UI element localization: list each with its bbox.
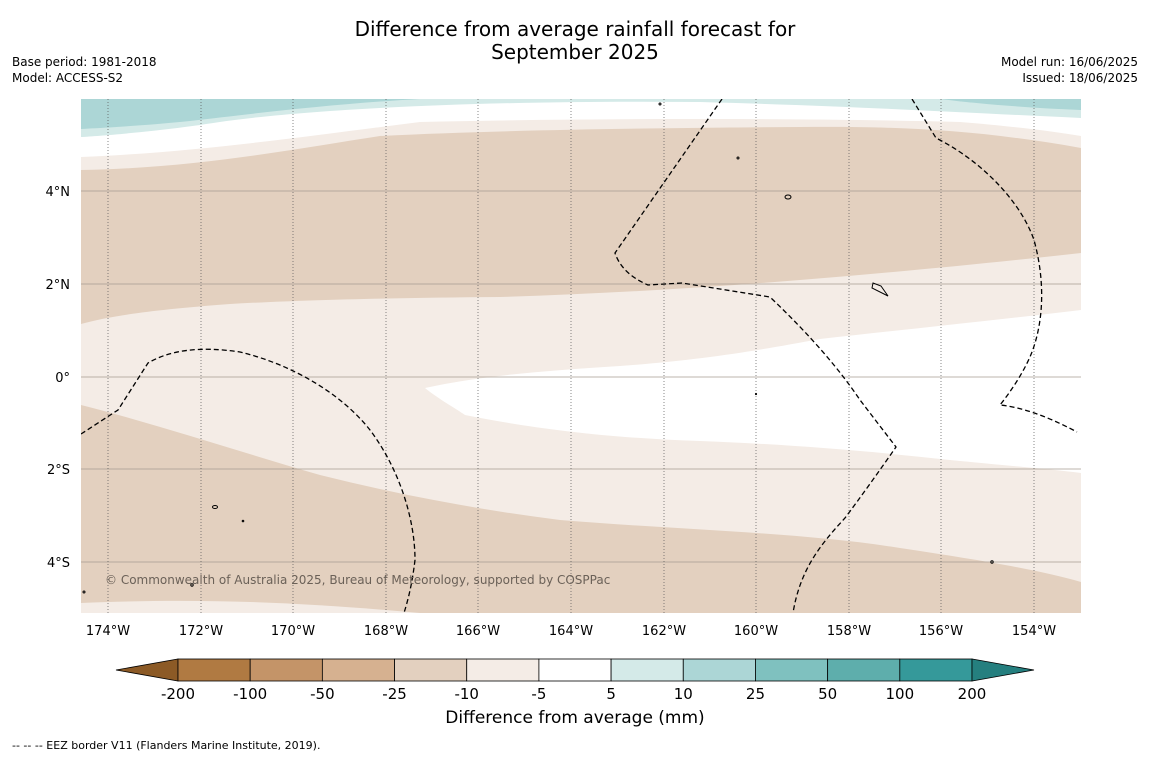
latitude-gridlines (81, 190, 1081, 563)
metadata-right: Model run: 16/06/2025 Issued: 18/06/2025 (1001, 54, 1138, 86)
colorbar-title: Difference from average (mm) (445, 708, 705, 728)
colorbar-tick-label: 100 (885, 685, 914, 703)
island (82, 590, 86, 594)
latitude-labels: 4°N 2°N 0° 2°S 4°S (46, 185, 71, 571)
lat-label: 2°N (46, 278, 71, 293)
colorbar-cell (682, 658, 756, 682)
colorbar-cell (466, 658, 540, 682)
colorbar-tick-label: 50 (818, 685, 837, 703)
colorbar-tick-label: -200 (161, 685, 195, 703)
model-label: Model: ACCESS-S2 (12, 71, 124, 85)
island (212, 505, 218, 509)
colorbar-tick-label: -5 (531, 685, 546, 703)
colorbar-tick-label: 10 (674, 685, 693, 703)
lat-label: 4°S (47, 556, 70, 571)
colorbar-cell (899, 658, 973, 682)
colorbar-cell (177, 658, 251, 682)
lon-label: 174°W (86, 624, 130, 639)
colorbar-cell (321, 658, 395, 682)
issued-label: Issued: 18/06/2025 (1022, 71, 1138, 85)
lon-label: 162°W (642, 624, 686, 639)
eez-border-west (81, 348, 416, 613)
metadata-left: Base period: 1981-2018 Model: ACCESS-S2 (12, 54, 157, 86)
map-title: Difference from average rainfall forecas… (0, 18, 1150, 64)
colorbar-cells (177, 658, 973, 682)
lon-label: 170°W (271, 624, 315, 639)
island (754, 392, 758, 396)
colorbar-cell (610, 658, 684, 682)
colorbar-tick-label: -25 (382, 685, 407, 703)
colorbar-extend-low (115, 658, 179, 682)
lon-label: 164°W (549, 624, 593, 639)
title-line-2: September 2025 (491, 40, 659, 64)
map-panel (81, 99, 1081, 613)
colorbar-tick-labels: -200 -100 -50 -25 -10 -5 5 10 25 50 100 200 (161, 685, 986, 703)
colorbar-cell (755, 658, 829, 682)
colorbar-cell (394, 658, 468, 682)
colorbar-cell (538, 658, 612, 682)
lon-label: 158°W (827, 624, 871, 639)
copyright-text: © Commonwealth of Australia 2025, Bureau… (105, 573, 610, 587)
colorbar-tick-label: -100 (233, 685, 267, 703)
islands (82, 102, 994, 594)
island (784, 194, 792, 200)
base-period-label: Base period: 1981-2018 (12, 55, 157, 69)
eez-border-east (911, 99, 1078, 433)
band-minus5-to-5-centre (425, 310, 1081, 473)
lon-label: 156°W (919, 624, 963, 639)
colorbar-extend-high (971, 658, 1035, 682)
colorbar-tick-label: 200 (958, 685, 987, 703)
lon-label: 154°W (1012, 624, 1056, 639)
colorbar-cell (827, 658, 901, 682)
title-line-1: Difference from average rainfall forecas… (354, 17, 796, 41)
island (658, 102, 662, 106)
island (736, 156, 740, 160)
band-25-to-50-top-right (940, 99, 1081, 110)
island (241, 519, 245, 523)
colorbar-tick-label: -50 (310, 685, 335, 703)
longitude-labels: 174°W 172°W 170°W 168°W 166°W 164°W 162°… (86, 624, 1056, 639)
band-25-to-50-top (81, 99, 420, 129)
band-minus10-to-minus5-bottom-strip (81, 600, 420, 613)
band-10-to-25-top (81, 99, 1081, 137)
lon-label: 168°W (364, 624, 408, 639)
colorbar-tick-label: 5 (606, 685, 616, 703)
model-run-label: Model run: 16/06/2025 (1000, 55, 1138, 69)
band-minus25-to-minus10-south (81, 405, 1081, 613)
colorbar: -200 -100 -50 -25 -10 -5 5 10 25 50 100 200 (115, 658, 1035, 703)
eez-footer-note: -- -- -- EEZ border V11 (Flanders Marine… (12, 739, 321, 752)
island (190, 583, 194, 587)
lon-label: 172°W (179, 624, 223, 639)
lon-label: 166°W (456, 624, 500, 639)
eez-border-central (614, 99, 897, 613)
lon-label: 160°W (734, 624, 778, 639)
island (990, 560, 994, 564)
island (871, 282, 889, 297)
lat-label: 4°N (46, 185, 71, 200)
colorbar-cell (249, 658, 323, 682)
lat-label: 0° (55, 371, 70, 386)
lat-label: 2°S (47, 463, 70, 478)
colorbar-tick-label: 25 (746, 685, 765, 703)
colorbar-tick-label: -10 (454, 685, 479, 703)
band-minus25-to-minus10-north (81, 126, 1081, 324)
eez-borders (81, 99, 1078, 613)
